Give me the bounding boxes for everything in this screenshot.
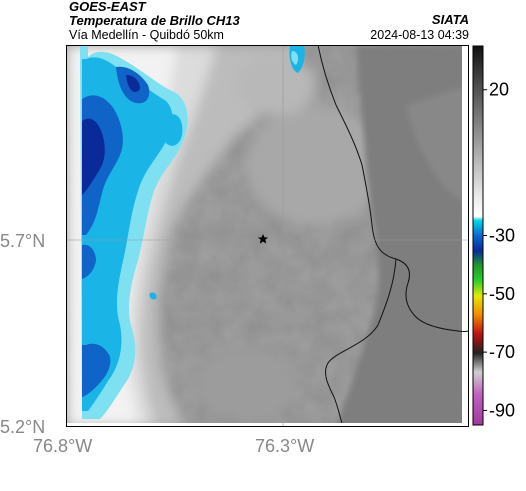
- lon-label-76-8: 76.8°W: [33, 436, 93, 456]
- colorbar: 20 -30 -50 -70 -90: [472, 45, 515, 426]
- colorbar-tick-label: 20: [489, 80, 509, 100]
- colorbar-tick-label: -50: [489, 284, 515, 304]
- lat-label-5-2: 5.2°N: [0, 417, 46, 437]
- lat-label-5-7: 5.7°N: [0, 231, 46, 251]
- satellite-map[interactable]: [66, 45, 469, 427]
- timestamp-label: 2024-08-13 04:39: [370, 28, 469, 42]
- lon-label-76-3: 76.3°W: [255, 436, 315, 456]
- eastern-terrain: [336, 45, 469, 427]
- map-bottom-margin: [66, 423, 469, 427]
- map-right-margin: [462, 45, 469, 427]
- boundary-line: [317, 45, 469, 332]
- map-frame: [66, 45, 469, 427]
- colorbar-tick-label: -90: [489, 400, 515, 420]
- boundary-line-south: [325, 258, 397, 424]
- organization-label: SIATA: [431, 12, 469, 27]
- satellite-title: GOES-EAST: [69, 0, 146, 14]
- colorbar-tick-label: -70: [489, 342, 515, 362]
- product-title: Temperatura de Brillo CH13: [69, 13, 240, 28]
- region-subtitle: Vía Medellín - Quibdó 50km: [69, 28, 224, 42]
- colorbar-gradient: [472, 45, 484, 426]
- cold-cloud-band: [80, 45, 305, 419]
- star-icon: [258, 234, 268, 244]
- colorbar-tick-label: -30: [489, 226, 515, 246]
